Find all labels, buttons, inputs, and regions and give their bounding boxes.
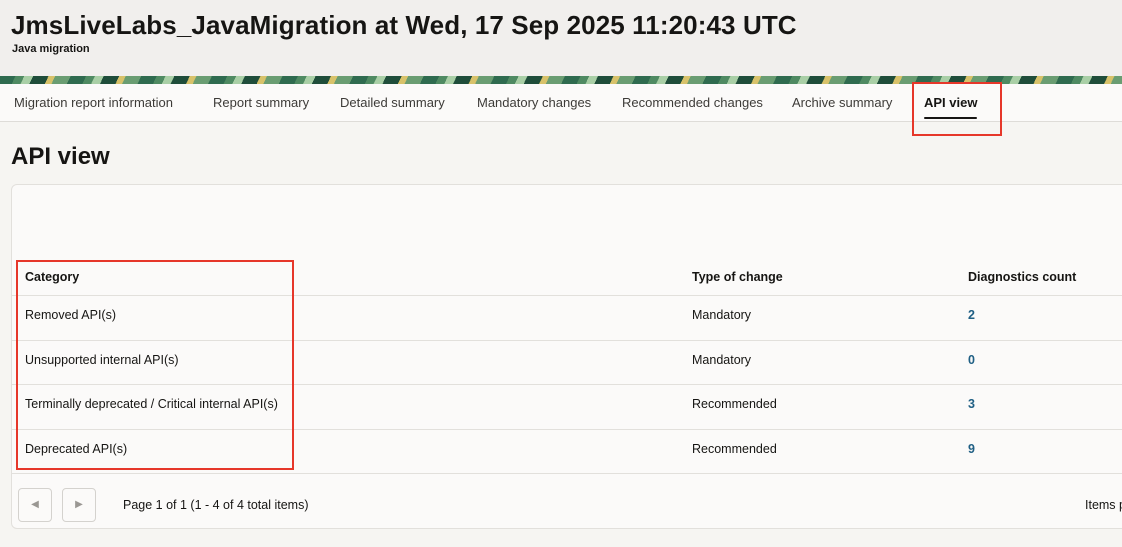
tab-recommended-changes[interactable]: Recommended changes [622, 95, 763, 110]
tab-migration-report-information[interactable]: Migration report information [14, 95, 173, 110]
page-subtitle: Java migration [12, 43, 90, 55]
row-divider [12, 384, 1122, 385]
diagnostics-count-link[interactable]: 3 [968, 397, 975, 411]
tab-bar: Migration report information Report summ… [0, 84, 1122, 122]
column-header-category[interactable]: Category [25, 270, 80, 284]
section-heading: API view [11, 143, 110, 170]
page-title: JmsLiveLabs_JavaMigration at Wed, 17 Sep… [11, 10, 797, 40]
table-cell-category: Removed API(s) [25, 308, 117, 322]
tab-detailed-summary[interactable]: Detailed summary [340, 95, 445, 110]
pagination-status: Page 1 of 1 (1 - 4 of 4 total items) [123, 498, 309, 512]
row-divider [12, 429, 1122, 430]
chevron-right-icon: ▶ [75, 499, 83, 510]
row-divider [12, 340, 1122, 341]
row-divider [12, 295, 1122, 296]
table-cell-type: Mandatory [692, 308, 752, 322]
tab-mandatory-changes[interactable]: Mandatory changes [477, 95, 592, 110]
table-cell-type: Recommended [692, 442, 777, 456]
diagnostics-count-link[interactable]: 2 [968, 308, 975, 322]
diagnostics-count-link[interactable]: 0 [968, 353, 975, 367]
diagnostics-count-link[interactable]: 9 [968, 442, 975, 456]
column-header-diagnostics-count[interactable]: Diagnostics count [968, 270, 1077, 284]
tab-archive-summary[interactable]: Archive summary [792, 95, 893, 110]
tab-report-summary[interactable]: Report summary [213, 95, 310, 110]
table-cell-type: Mandatory [692, 353, 752, 367]
table-cell-category: Terminally deprecated / Critical interna… [25, 397, 278, 411]
app-header: JmsLiveLabs_JavaMigration at Wed, 17 Sep… [0, 0, 1122, 76]
chevron-left-icon: ◀ [31, 499, 39, 510]
next-page-button[interactable]: ▶ [62, 488, 96, 522]
table-cell-type: Recommended [692, 397, 777, 411]
items-per-page-label: Items p [1085, 498, 1122, 512]
tab-api-view[interactable]: API view [924, 84, 978, 122]
previous-page-button[interactable]: ◀ [18, 488, 52, 522]
decorative-banner [0, 76, 1122, 84]
table-panel [11, 184, 1122, 529]
table-cell-category: Deprecated API(s) [25, 442, 128, 456]
table-cell-category: Unsupported internal API(s) [25, 353, 179, 367]
column-header-type-of-change[interactable]: Type of change [692, 270, 783, 284]
row-divider [12, 473, 1122, 474]
